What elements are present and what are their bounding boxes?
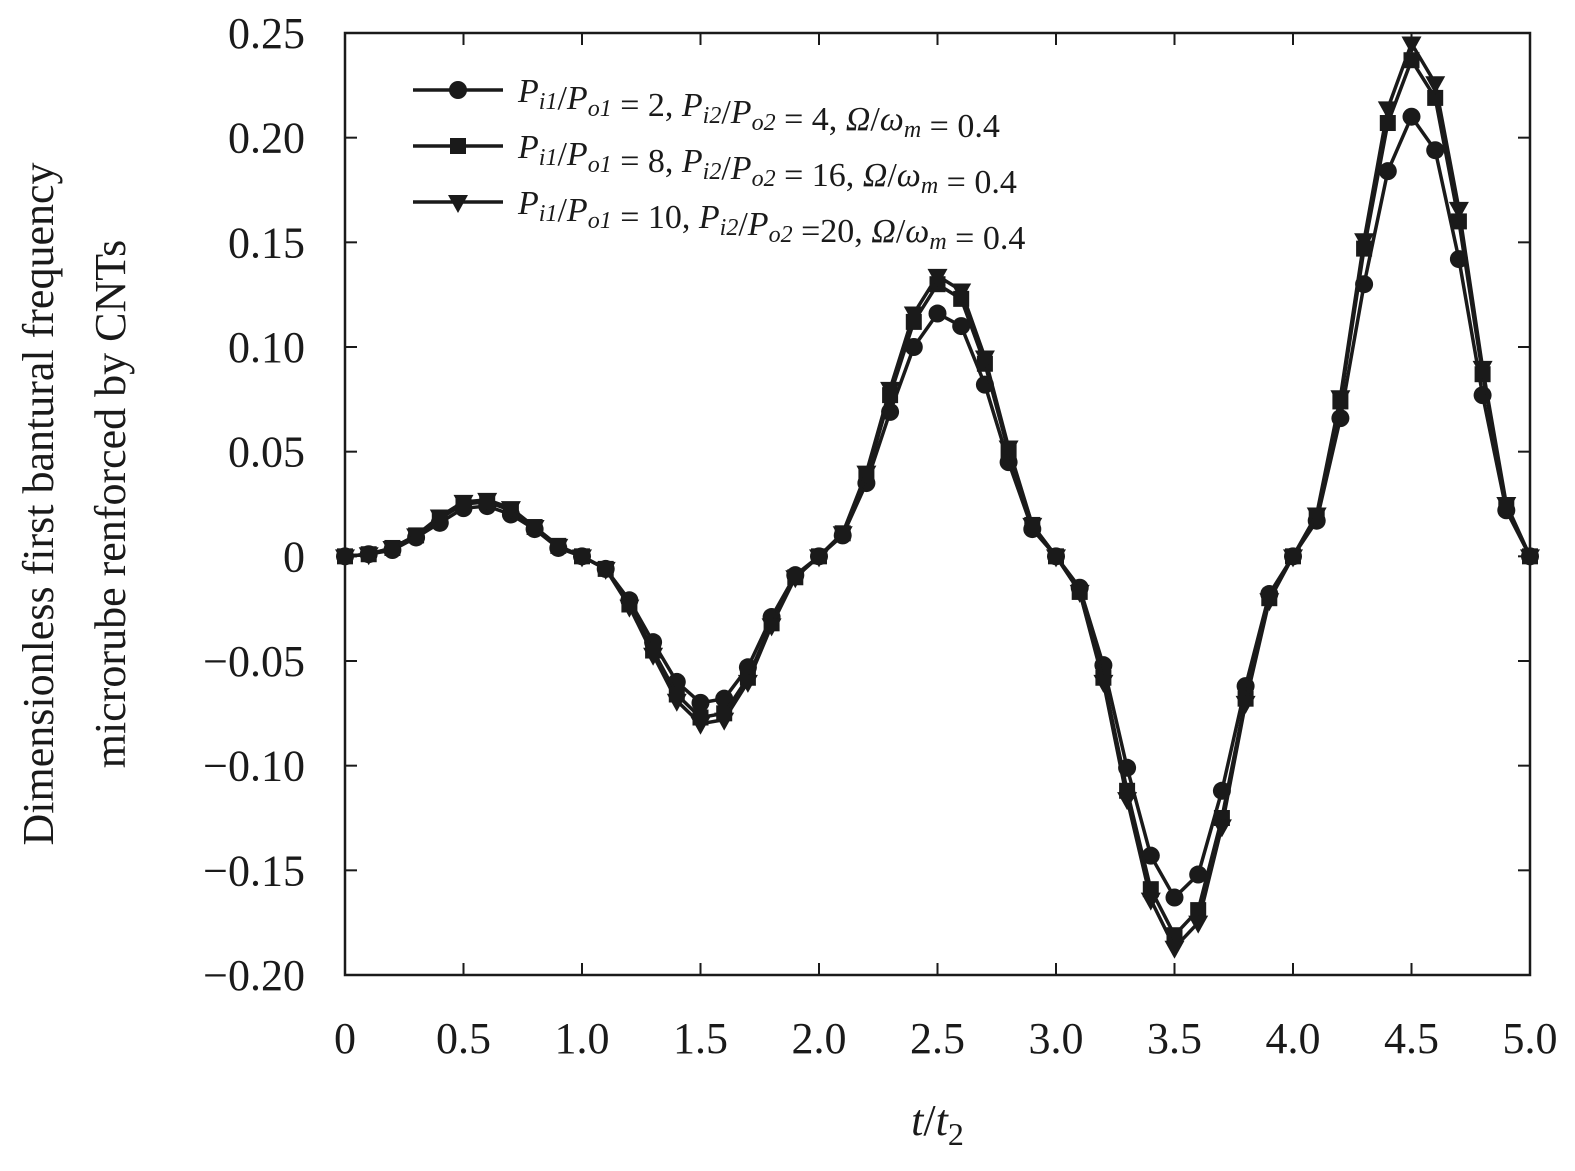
series-3-point [1448, 201, 1469, 220]
x-axis-title: t/t2 [911, 1096, 964, 1152]
series-3-point [856, 465, 877, 484]
series-3-point [1496, 497, 1517, 515]
y-tick-label: 0.05 [228, 428, 305, 477]
series-3-point [1401, 36, 1422, 55]
y-tick-label: −0.10 [203, 742, 305, 791]
series-3-point [1046, 549, 1066, 568]
series-1-point [691, 693, 710, 712]
y-tick-label: 0.20 [228, 114, 305, 163]
x-tick-label: 2.5 [910, 1014, 965, 1063]
series-1-point [1165, 888, 1184, 907]
legend-label: Pi1/Po1 = 2, Pi2/Po2 = 4, Ω/ωm = 0.4 [517, 73, 1000, 145]
series-3-point [1259, 593, 1280, 612]
series-3-point [927, 268, 948, 287]
series-3-point [1140, 892, 1161, 911]
series-1-point [715, 689, 734, 708]
series-1-point [1141, 846, 1160, 865]
series-3-point [809, 549, 829, 568]
series-3-point [998, 440, 1019, 459]
series-3-point [453, 494, 474, 513]
x-tick-label: 5.0 [1503, 1014, 1558, 1063]
series-3-point [1377, 101, 1398, 120]
x-tick-label: 1.0 [555, 1014, 610, 1063]
y-axis: −0.20 −0.15 −0.10 −0.05 0 0.05 0.10 0.15 0.20 0.2… [203, 9, 1530, 1000]
y-tick-label: 0.15 [228, 218, 305, 267]
series-3-point [1330, 390, 1351, 409]
series-3-point [406, 528, 427, 547]
series-3-point [1425, 76, 1446, 95]
legend-entry-2: Pi1/Po1 = 8, Pi2/Po2 = 16, Ω/ωm = 0.4 [413, 129, 1017, 201]
series-3-point [1211, 819, 1232, 838]
x-tick-label: 3.5 [1147, 1014, 1202, 1063]
series-3-point [477, 492, 498, 511]
y-tick-label: 0.25 [228, 9, 305, 58]
series-3-point [974, 350, 995, 369]
y-tick-label: −0.05 [203, 637, 305, 686]
series-1-point [928, 304, 947, 323]
series-3-point [1164, 940, 1185, 959]
series-1-point [904, 338, 923, 356]
series-3-point [714, 712, 735, 731]
series-3-point [595, 561, 616, 580]
legend-marker [449, 81, 467, 99]
x-tick-label: 0.5 [436, 1014, 491, 1063]
series-3-point [690, 716, 711, 735]
series-1-point [1426, 141, 1445, 160]
series-3-point [572, 549, 592, 568]
legend: Pi1/Po1 = 2, Pi2/Po2 = 4, Ω/ωm = 0.4Pi1/… [413, 73, 1025, 257]
x-tick-label: 4.5 [1384, 1014, 1439, 1063]
series-3-point [1306, 507, 1327, 526]
series-3-point [358, 547, 379, 566]
series-3-point [524, 520, 545, 539]
y-axis-title: Dimensionless first bantural frequency mi… [14, 162, 135, 845]
legend-label: Pi1/Po1 = 8, Pi2/Po2 = 16, Ω/ωm = 0.4 [517, 129, 1017, 201]
series-3-point [548, 538, 569, 557]
x-tick-label: 4.0 [1266, 1014, 1321, 1063]
y-tick-label: −0.20 [203, 951, 305, 1000]
series-3-point [1093, 674, 1114, 693]
series-3-point [903, 306, 924, 325]
series-3-point [880, 381, 901, 400]
series-3-point [761, 618, 782, 637]
y-tick-label: −0.15 [203, 846, 305, 895]
legend-entry-1: Pi1/Po1 = 2, Pi2/Po2 = 4, Ω/ωm = 0.4 [413, 73, 1000, 145]
series-3-point [643, 647, 664, 666]
legend-marker [450, 138, 466, 154]
series-3-point [619, 599, 640, 618]
series-3-point [1188, 915, 1209, 934]
x-axis: 0 0.5 1.0 1.5 2.0 2.5 3.0 3.5 4.0 4.5 5.0 [334, 33, 1558, 1063]
series-1-point [1189, 865, 1208, 884]
plot-area [335, 36, 1540, 959]
series-3 [335, 36, 1540, 959]
series-3-point [666, 693, 687, 712]
series-3-point [1235, 695, 1256, 714]
x-tick-label: 2.0 [792, 1014, 847, 1063]
legend-label: Pi1/Po1 = 10, Pi2/Po2 =20, Ω/ωm = 0.4 [517, 185, 1025, 257]
series-1-point [1378, 162, 1397, 181]
series-3-point [1283, 549, 1303, 568]
series-3-point [785, 570, 806, 589]
series-3-point [737, 674, 758, 693]
series-3-point [1069, 584, 1090, 603]
series-3-point [382, 540, 403, 559]
series-3-point [1022, 517, 1043, 536]
y-tick-label: 0 [283, 532, 305, 581]
x-tick-label: 1.5 [673, 1014, 728, 1063]
series-3-point [429, 509, 450, 528]
series-1-point [952, 317, 971, 336]
y-tick-label: 0.10 [228, 323, 305, 372]
series-3-point [832, 526, 853, 545]
x-tick-label: 0 [334, 1014, 356, 1063]
series-3-point [500, 501, 521, 520]
legend-marker [448, 195, 468, 213]
series-3-point [951, 283, 972, 302]
series-1-point [1402, 107, 1421, 126]
series-3-point [1472, 360, 1493, 379]
legend-entry-3: Pi1/Po1 = 10, Pi2/Po2 =20, Ω/ωm = 0.4 [413, 185, 1025, 257]
x-tick-label: 3.0 [1029, 1014, 1084, 1063]
series-3-point [1354, 233, 1375, 252]
series-3-point [1117, 792, 1138, 811]
